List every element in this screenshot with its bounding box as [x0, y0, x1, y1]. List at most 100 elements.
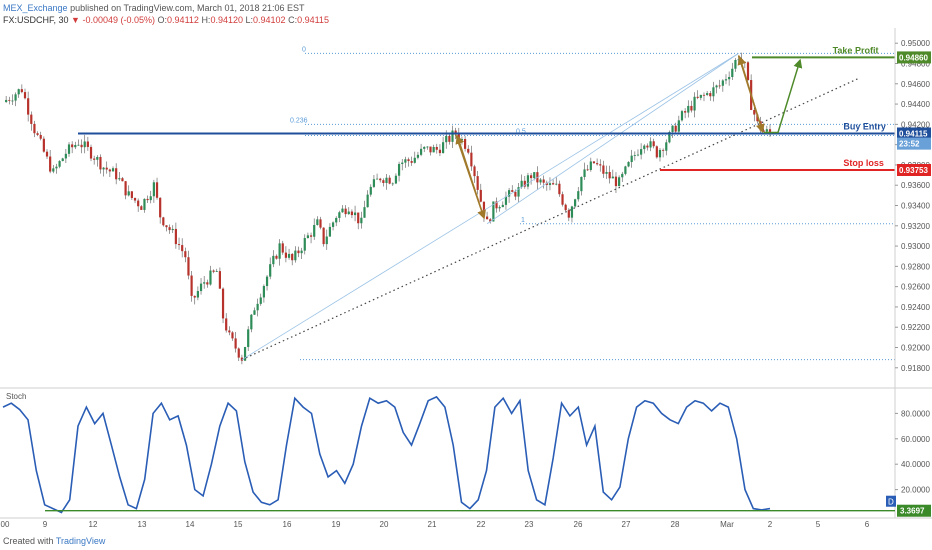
- candle-body: [102, 167, 105, 170]
- candle-body: [341, 208, 344, 213]
- candle-body: [712, 87, 715, 97]
- candle-body: [473, 166, 476, 177]
- candle-body: [284, 252, 288, 258]
- candle-body: [250, 314, 253, 330]
- candle-body: [404, 159, 407, 163]
- candle-body: [687, 105, 690, 113]
- candle-body: [11, 100, 14, 102]
- candle-body: [586, 169, 589, 171]
- candle-body: [89, 146, 93, 159]
- candle-body: [592, 161, 596, 164]
- time-tick-label: 12: [89, 520, 98, 529]
- price-tick-label: 0.92200: [901, 323, 930, 332]
- candle-body: [357, 212, 360, 224]
- candle-body: [130, 191, 133, 198]
- candle-body: [438, 149, 442, 154]
- price-tick-label: 0.92600: [901, 283, 930, 292]
- candle-body: [684, 111, 687, 113]
- candle-body: [375, 178, 379, 180]
- drawings: [78, 53, 895, 361]
- candle-body: [577, 191, 580, 200]
- candle-body: [366, 194, 369, 208]
- candle-body: [643, 145, 646, 150]
- candle-body: [338, 212, 341, 218]
- candle-body: [140, 206, 143, 210]
- candle-body: [552, 183, 555, 185]
- candle-body: [313, 224, 316, 237]
- candle-body: [721, 80, 724, 86]
- candle-body: [30, 114, 33, 124]
- candle-body: [174, 228, 177, 245]
- candle-body: [765, 129, 768, 132]
- candle-body: [671, 125, 674, 132]
- time-tick-label: 13: [138, 520, 147, 529]
- candle-body: [23, 92, 27, 99]
- candle-body: [83, 141, 86, 148]
- candle-body: [221, 288, 225, 319]
- price-tick-label: 0.92800: [901, 262, 930, 271]
- stochastic-panel: 80.0000 60.0000 40.0000 20.0000 D 3.3697: [2, 395, 931, 517]
- candle-body: [394, 175, 398, 184]
- candle-body: [445, 135, 448, 143]
- candle-body: [564, 204, 567, 211]
- candle-body: [608, 172, 611, 179]
- low-value: 0.94102: [253, 15, 286, 25]
- candle-body: [655, 146, 658, 158]
- candle-body: [133, 197, 137, 201]
- candle-body: [558, 183, 561, 195]
- candle-body: [426, 146, 429, 148]
- time-tick-label: 5: [816, 520, 821, 529]
- candle-body: [413, 157, 416, 163]
- candle-body: [184, 251, 187, 258]
- candle-body: [583, 169, 586, 177]
- candle-body: [42, 138, 45, 152]
- fib-anchor-line: [486, 53, 739, 225]
- candle-body: [171, 228, 174, 231]
- stoch-tick-label: 20.0000: [901, 486, 930, 495]
- candle-body: [363, 207, 366, 218]
- candle-body: [724, 79, 728, 81]
- projection-arrow: [763, 58, 803, 134]
- candle-body: [118, 178, 121, 180]
- candle-body: [27, 98, 30, 115]
- time-tick-label: 6: [865, 520, 870, 529]
- candle-body: [630, 155, 633, 163]
- price-label-box: [897, 127, 931, 140]
- candle-body: [391, 183, 394, 185]
- candle-body: [5, 99, 8, 103]
- candle-body: [495, 201, 498, 209]
- publisher-name[interactable]: MEX_Exchange: [3, 3, 68, 13]
- stoch-title: Stoch: [6, 392, 27, 401]
- price-label-name: Buy Entry: [843, 121, 886, 131]
- candle-body: [706, 93, 709, 95]
- candle-body: [303, 238, 306, 251]
- candle-body: [33, 123, 36, 134]
- candle-body: [662, 149, 665, 151]
- chart-header-ohlc: FX:USDCHF, 30 ▼ -0.00049 (-0.05%) O:0.94…: [3, 15, 329, 25]
- arrow-up-swing: [455, 134, 485, 218]
- tradingview-logo[interactable]: TradingView: [55, 536, 106, 546]
- change-value: -0.00049 (-0.05%): [82, 15, 156, 25]
- candle-body: [159, 197, 162, 218]
- candle-body: [646, 145, 649, 148]
- candle-body: [265, 276, 269, 286]
- fib-level-label: 1: [521, 217, 525, 224]
- candle-body: [621, 173, 624, 178]
- candle-body: [696, 96, 699, 98]
- candle-body: [45, 151, 49, 157]
- candle-body: [520, 180, 523, 188]
- stoch-line: [2, 395, 771, 514]
- symbol-label: FX:USDCHF, 30: [3, 15, 69, 25]
- candle-body: [143, 198, 146, 210]
- stoch-tick-label: 60.0000: [901, 435, 930, 444]
- candle-body: [262, 285, 266, 298]
- candle-body: [331, 222, 335, 227]
- candle-body: [731, 68, 734, 78]
- candle-body: [548, 183, 552, 185]
- candle-body: [504, 196, 508, 205]
- arrow-up-swing: [737, 55, 764, 132]
- candle-body: [196, 291, 199, 298]
- candle-body: [693, 96, 696, 111]
- candle-body: [247, 329, 250, 348]
